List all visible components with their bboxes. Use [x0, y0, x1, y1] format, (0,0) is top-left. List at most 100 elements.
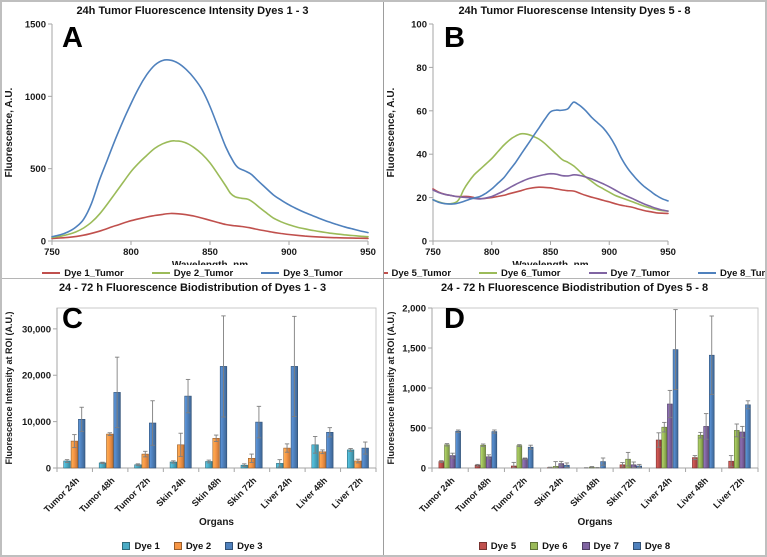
- y-axis-title: Fluorescence, A.U.: [386, 87, 397, 177]
- category-label: Liver 48h: [294, 475, 329, 510]
- y-tick-label: 1,000: [402, 384, 426, 395]
- bar-dye-8: [455, 430, 461, 469]
- bar-dye-2: [318, 451, 327, 469]
- x-tick-label: 850: [543, 247, 559, 258]
- series-line-dye-8-tumor: [432, 101, 669, 205]
- legend-label: Dye 8: [644, 540, 671, 552]
- x-tick-label: 750: [425, 247, 441, 258]
- x-axis-title: Organs: [199, 517, 234, 528]
- bar-dye-3: [326, 432, 334, 469]
- chart-b-legend: Dye 5_Tumor Dye 6_Tumor Dye 7_Tumor Dye 8_T…: [384, 265, 765, 278]
- category-label: Liver 48h: [675, 475, 710, 510]
- legend-item: Dye 3: [225, 540, 263, 552]
- legend-label: Dye 2: [185, 540, 212, 552]
- y-tick-label: 60: [416, 106, 427, 117]
- legend-label: Dye 7: [593, 540, 619, 552]
- x-tick-label: 850: [202, 247, 218, 258]
- series-line-dye-1-tumor: [51, 212, 369, 240]
- legend-swatch-icon: [478, 542, 487, 550]
- vertical-divider: [383, 2, 384, 555]
- panel-b: 24h Tumor Fluorescense Intensity Dyes 5 …: [384, 2, 765, 278]
- legend-swatch-icon: [632, 542, 641, 550]
- legend-item: Dye 8: [632, 540, 671, 552]
- y-tick-label: 1500: [25, 20, 46, 31]
- legend-label: Dye 7_Tumor: [610, 267, 670, 279]
- y-tick-label: 0: [46, 464, 51, 475]
- y-tick-label: 1,500: [402, 344, 426, 355]
- y-tick-label: 1000: [25, 92, 46, 103]
- chart-c-legend: Dye 1 Dye 2 Dye 3: [2, 538, 383, 554]
- y-axis-title: Fluorescence Intensity at ROI (A.U.): [4, 311, 14, 464]
- chart-d-legend: Dye 5 Dye 6 Dye 7 Dye 8: [384, 538, 765, 554]
- bar-dye-8: [527, 446, 534, 469]
- chart-a-title: 24h Tumor Fluorescence Intensity Dyes 1 …: [76, 5, 309, 17]
- y-tick-label: 80: [416, 63, 427, 74]
- legend-swatch-icon: [173, 542, 182, 550]
- legend-label: Dye 5: [490, 540, 517, 552]
- chart-a-plot: 0 500 1000 1500 750 800 850 900 950 Wavelength, n…: [4, 20, 376, 266]
- bar-dye-6: [697, 434, 704, 469]
- legend-label: Dye 3: [237, 540, 263, 552]
- chart-a-legend: Dye 1_Tumor Dye 2_Tumor Dye 3_Tumor: [2, 265, 383, 278]
- x-axis-title: Wavelength, nm: [172, 260, 248, 265]
- category-label: Liver 24h: [259, 475, 294, 510]
- x-tick-label: 750: [44, 247, 60, 258]
- legend-label: Dye 3_Tumor: [283, 267, 343, 279]
- legend-label: Dye 6: [542, 540, 568, 552]
- x-tick-label: 950: [660, 247, 676, 258]
- category-label: Tumor 24h: [42, 475, 81, 514]
- series-line-dye-6-tumor: [432, 132, 669, 212]
- x-axis-title: Organs: [577, 517, 612, 528]
- chart-c-title: 24 - 72 h Fluorescence Biodistribution o…: [58, 282, 327, 294]
- bar-dye-6: [516, 445, 523, 469]
- bar-dye-8: [745, 404, 751, 469]
- y-axis-title: Fluorescence, A.U.: [4, 87, 15, 177]
- category-label: Skin 72h: [225, 475, 258, 508]
- category-label: Liver 24h: [639, 475, 674, 510]
- panel-a: 24h Tumor Fluorescence Intensity Dyes 1 …: [2, 2, 383, 278]
- legend-label: Dye 2_Tumor: [173, 267, 234, 279]
- legend-swatch-icon: [530, 542, 539, 550]
- legend-item: Dye 7_Tumor: [588, 267, 670, 279]
- panel-d-letter: D: [444, 303, 465, 335]
- x-tick-label: 800: [123, 247, 139, 258]
- series-line-dye-2-tumor: [51, 140, 369, 239]
- category-label: Tumor 72h: [113, 475, 152, 514]
- legend-label: Dye 6_Tumor: [501, 267, 561, 279]
- x-tick-label: 900: [601, 247, 617, 258]
- legend-item: Dye 2_Tumor: [151, 267, 234, 279]
- legend-swatch-icon: [225, 542, 234, 550]
- legend-swatch-icon: [384, 272, 388, 274]
- legend-item: Dye 2: [173, 540, 212, 552]
- category-label: Liver 72h: [711, 475, 746, 510]
- chart-b-title: 24h Tumor Fluorescense Intensity Dyes 5 …: [458, 5, 691, 17]
- y-axis-title: Fluorescence Intensity at ROI (A.U.): [386, 311, 396, 464]
- legend-item: Dye 7: [581, 540, 619, 552]
- y-tick-label: 0: [422, 237, 427, 248]
- panel-b-letter: B: [444, 22, 465, 54]
- series-line-dye-5-tumor: [432, 186, 669, 215]
- horizontal-divider: [2, 278, 383, 279]
- series-line-dye-7-tumor: [432, 172, 669, 212]
- legend-item: Dye 5: [478, 540, 517, 552]
- category-label: Liver 72h: [330, 475, 365, 510]
- y-tick-label: 500: [410, 424, 426, 435]
- legend-swatch-icon: [588, 272, 607, 274]
- legend-item: Dye 6: [530, 540, 568, 552]
- category-label: Skin 24h: [154, 475, 187, 508]
- x-axis-title: Wavelength, nm: [512, 260, 588, 265]
- legend-swatch-icon: [697, 272, 716, 274]
- bar-dye-8: [491, 431, 498, 469]
- y-tick-label: 500: [30, 164, 46, 175]
- x-tick-label: 800: [484, 247, 500, 258]
- legend-item: Dye 8_Tumor: [697, 268, 765, 278]
- bar-dye-2: [106, 433, 114, 469]
- y-tick-label: 30,000: [22, 324, 51, 335]
- category-label: Tumor 48h: [77, 475, 116, 514]
- y-tick-label: 100: [411, 20, 427, 31]
- legend-item: Dye 3_Tumor: [261, 267, 343, 279]
- y-tick-label: 0: [41, 237, 46, 248]
- bar-dye-6: [480, 444, 486, 469]
- panel-c-letter: C: [62, 303, 83, 335]
- y-tick-label: 20: [416, 193, 427, 204]
